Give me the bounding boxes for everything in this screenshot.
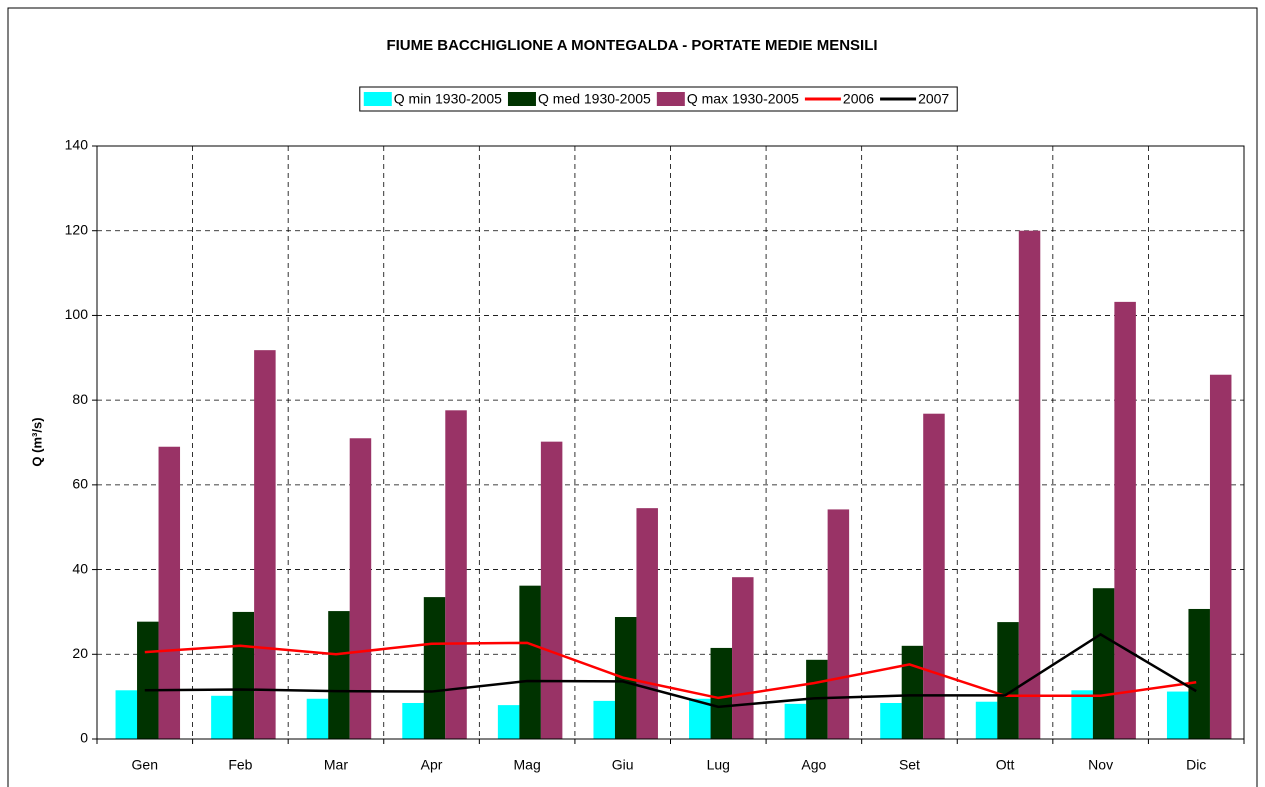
bar xyxy=(732,577,754,739)
bar xyxy=(519,585,541,739)
bar xyxy=(349,438,372,739)
bar xyxy=(306,698,329,739)
bar xyxy=(254,350,276,739)
x-tick-label: Lug xyxy=(707,757,730,773)
bar xyxy=(827,509,850,739)
bar xyxy=(1114,301,1136,739)
legend-swatch xyxy=(507,92,536,106)
legend-swatch xyxy=(363,92,392,106)
legend-label: 2007 xyxy=(918,91,949,107)
bar xyxy=(1209,374,1232,739)
bar xyxy=(328,611,350,739)
y-tick-label: 0 xyxy=(80,730,88,746)
x-tick-label: Dic xyxy=(1186,757,1206,773)
bar xyxy=(497,705,520,739)
bar xyxy=(423,597,446,739)
bar xyxy=(901,645,924,739)
bar xyxy=(137,621,159,739)
bar xyxy=(540,441,563,739)
y-tick-label: 60 xyxy=(72,476,88,492)
bar xyxy=(975,701,998,739)
bar xyxy=(158,446,181,739)
bar xyxy=(211,695,233,739)
y-tick-label: 80 xyxy=(72,391,88,407)
bar xyxy=(784,703,807,739)
legend-label: Q min 1930-2005 xyxy=(394,91,502,107)
x-tick-label: Set xyxy=(899,757,920,773)
bar xyxy=(689,698,711,739)
y-axis-label: Q (m³/s) xyxy=(29,417,44,466)
y-tick-label: 20 xyxy=(72,645,88,661)
legend-label: Q max 1930-2005 xyxy=(687,91,799,107)
bar xyxy=(880,702,902,739)
legend-label: Q med 1930-2005 xyxy=(538,91,651,107)
line-series xyxy=(144,632,1197,709)
bar xyxy=(593,700,615,739)
bar xyxy=(115,690,138,739)
bar xyxy=(1018,230,1041,739)
line-series xyxy=(144,641,1197,700)
bar xyxy=(1071,690,1093,739)
x-tick-label: Giu xyxy=(612,757,634,773)
bar xyxy=(923,413,945,739)
bar xyxy=(710,647,733,739)
bar xyxy=(232,611,255,739)
bar xyxy=(1092,588,1115,739)
legend: Q min 1930-2005 Q med 1930-2005 Q max 1930… xyxy=(359,86,958,112)
y-tick-label: 120 xyxy=(65,221,89,237)
bar xyxy=(997,622,1019,739)
bar xyxy=(445,410,467,739)
chart-title: FIUME BACCHIGLIONE A MONTEGALDA - PORTAT… xyxy=(386,37,877,54)
x-tick-label: Apr xyxy=(421,757,443,773)
x-tick-label: Ago xyxy=(801,757,826,773)
bar xyxy=(402,702,424,739)
bar xyxy=(1188,608,1210,739)
x-tick-label: Gen xyxy=(132,757,158,773)
legend-label: 2006 xyxy=(843,91,874,107)
y-tick-label: 40 xyxy=(72,560,88,576)
x-tick-label: Mar xyxy=(324,757,348,773)
x-tick-label: Feb xyxy=(228,757,252,773)
x-tick-label: Mag xyxy=(514,757,541,773)
y-tick-label: 140 xyxy=(65,137,89,153)
x-tick-label: Nov xyxy=(1088,757,1113,773)
bar xyxy=(1166,691,1189,739)
y-tick-label: 100 xyxy=(65,306,89,322)
x-tick-label: Ott xyxy=(996,757,1015,773)
bar xyxy=(636,508,658,739)
legend-swatch xyxy=(656,92,685,106)
